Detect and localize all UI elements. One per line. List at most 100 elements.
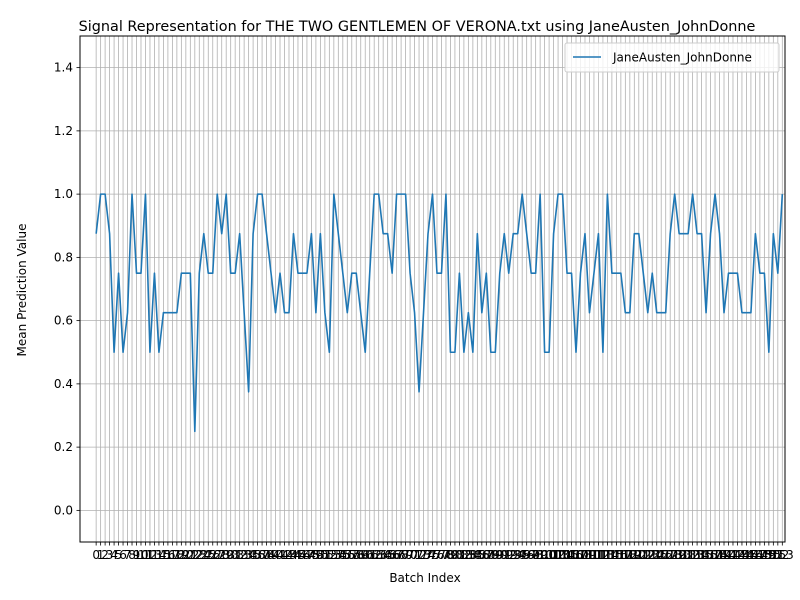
x-tick-label: 122 [632,548,655,562]
x-tick-label: 4 [110,548,118,562]
x-tick-label: 7 [124,548,132,562]
x-tick-label: 103 [547,548,570,562]
series-line-janeausten-johndonne [95,193,784,433]
y-tick-label: 0.2 [54,440,73,454]
x-tick-label: 116 [605,548,628,562]
x-tick-label: 121 [627,548,650,562]
x-tick-label: 14 [151,548,166,562]
chart-title: Signal Representation for THE TWO GENTLE… [79,19,756,35]
x-tick-label: 35 [245,548,260,562]
x-tick-label: 38 [259,548,274,562]
x-tick-label: 135 [690,548,713,562]
x-tick-label: 95 [515,548,530,562]
x-tick-label: 21 [183,548,198,562]
x-axis-ticks: 0123456789101112131415161718192021222324… [92,542,794,562]
x-tick-label: 112 [587,548,610,562]
x-tick-label: 2 [101,548,109,562]
x-tick-label: 61 [362,548,377,562]
x-tick-label: 89 [488,548,503,562]
x-tick-label: 9 [133,548,141,562]
y-tick-label: 0.6 [54,314,73,328]
x-tick-label: 39 [263,548,278,562]
x-tick-label: 124 [641,548,664,562]
x-tick-label: 79 [443,548,458,562]
x-tick-label: 147 [744,548,767,562]
x-tick-label: 118 [614,548,637,562]
x-tick-label: 120 [623,548,646,562]
x-tick-label: 74 [420,548,435,562]
x-tick-label: 56 [340,548,355,562]
x-tick-label: 137 [699,548,722,562]
x-tick-label: 44 [286,548,301,562]
x-tick-label: 50 [313,548,328,562]
x-tick-label: 43 [281,548,296,562]
x-tick-label: 131 [672,548,695,562]
x-tick-label: 28 [214,548,229,562]
x-tick-label: 93 [506,548,521,562]
x-tick-label: 81 [452,548,467,562]
x-tick-label: 6 [119,548,127,562]
x-tick-label: 85 [470,548,485,562]
x-tick-label: 24 [196,548,211,562]
y-axis-label: Mean Prediction Value [15,224,29,357]
x-tick-label: 143 [726,548,749,562]
x-tick-label: 128 [659,548,682,562]
x-tick-label: 148 [748,548,771,562]
x-tick-label: 1 [97,548,105,562]
x-tick-label: 60 [358,548,373,562]
x-tick-label: 66 [384,548,399,562]
x-tick-label: 72 [411,548,426,562]
x-tick-label: 78 [438,548,453,562]
y-tick-label: 1.0 [54,187,73,201]
x-tick-label: 149 [753,548,776,562]
x-tick-label: 96 [519,548,534,562]
x-tick-label: 69 [398,548,413,562]
x-gridlines [95,36,783,542]
x-tick-label: 100 [533,548,556,562]
x-tick-label: 5 [115,548,123,562]
x-tick-label: 119 [618,548,641,562]
x-tick-label: 58 [349,548,364,562]
x-tick-label: 130 [668,548,691,562]
x-tick-label: 54 [331,548,346,562]
x-tick-label: 42 [277,548,292,562]
x-tick-label: 22 [187,548,202,562]
x-tick-label: 114 [596,548,619,562]
series-layer [95,193,784,433]
x-tick-label: 113 [591,548,614,562]
x-tick-label: 126 [650,548,673,562]
x-tick-label: 3 [106,548,114,562]
x-tick-label: 98 [528,548,543,562]
x-tick-label: 152 [766,548,789,562]
x-tick-label: 80 [447,548,462,562]
x-tick-label: 48 [304,548,319,562]
x-tick-label: 45 [290,548,305,562]
x-tick-label: 90 [492,548,507,562]
x-tick-label: 102 [542,548,565,562]
x-tick-label: 109 [574,548,597,562]
x-tick-label: 65 [380,548,395,562]
x-tick-label: 145 [735,548,758,562]
y-tick-label: 1.4 [54,61,73,75]
x-tick-label: 71 [407,548,422,562]
x-tick-label: 19 [174,548,189,562]
x-tick-label: 57 [344,548,359,562]
x-tick-label: 36 [250,548,265,562]
x-tick-label: 20 [178,548,193,562]
x-tick-label: 53 [326,548,341,562]
x-tick-label: 83 [461,548,476,562]
x-axis-label: Batch Index [389,571,460,585]
x-tick-label: 150 [757,548,780,562]
x-tick-label: 134 [686,548,709,562]
x-tick-label: 75 [425,548,440,562]
x-tick-label: 125 [645,548,668,562]
x-tick-label: 8 [128,548,136,562]
x-tick-label: 111 [582,548,605,562]
x-tick-label: 18 [169,548,184,562]
x-tick-label: 86 [474,548,489,562]
x-tick-label: 73 [416,548,431,562]
x-tick-label: 115 [600,548,623,562]
x-tick-label: 141 [717,548,740,562]
x-tick-label: 129 [663,548,686,562]
